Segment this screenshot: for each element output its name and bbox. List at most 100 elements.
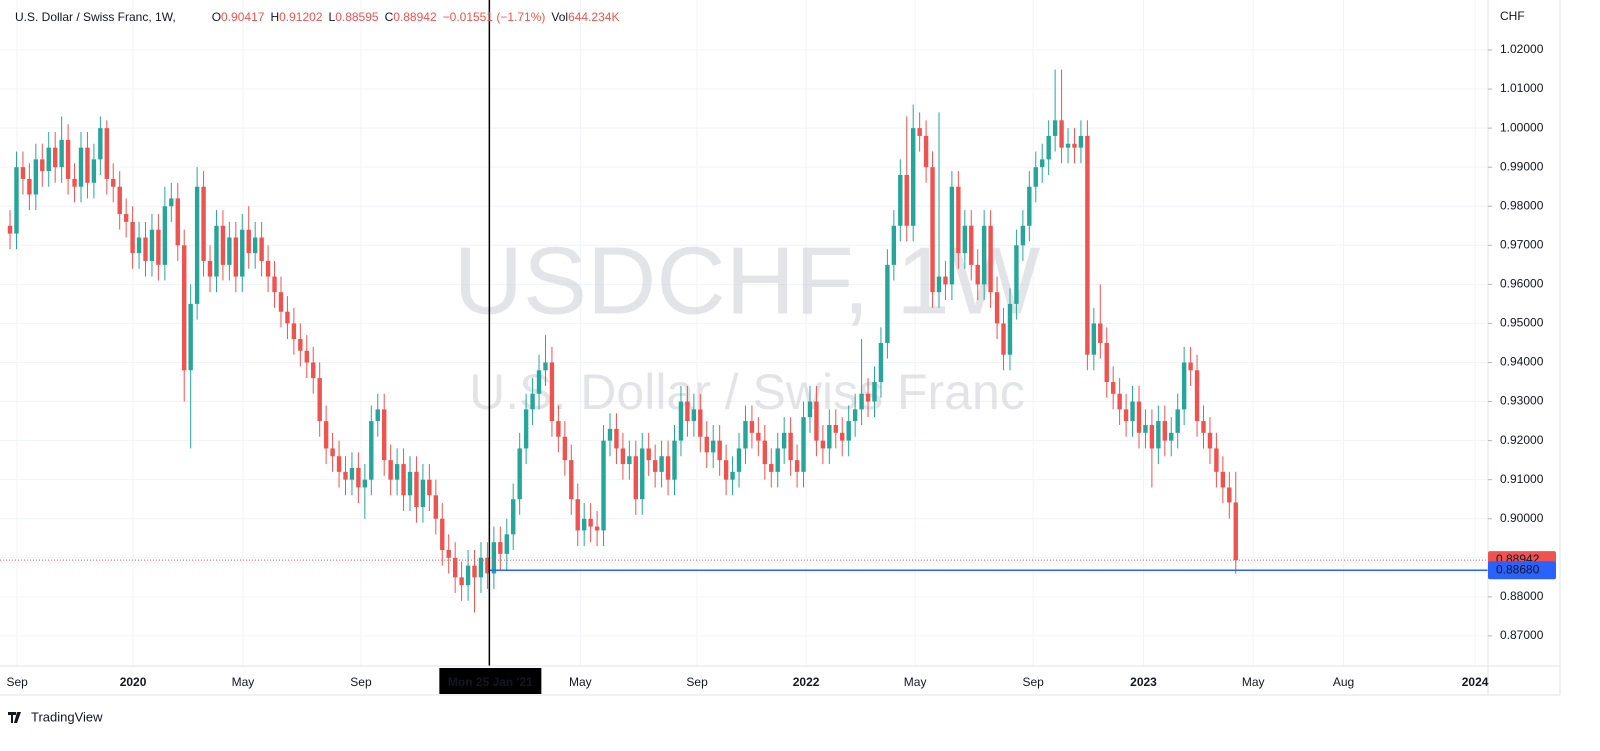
candle-body [743,421,748,449]
candle-body [304,350,309,363]
candle-body [1059,120,1064,148]
candle-body [581,518,587,531]
candle-body [85,147,90,183]
candle-body [504,534,509,554]
candle-body [1201,421,1206,433]
candle-body [440,518,445,550]
candle-body [420,479,426,508]
candle-body [1098,323,1103,343]
y-unit: CHF [1500,9,1525,23]
candle-body [698,409,703,437]
x-tick-label: May [232,675,255,689]
legend: U.S. Dollar / Swiss Franc, 1W, O0.90417 H0… [15,10,619,24]
candle-body [278,292,284,312]
candle-body [672,440,677,480]
candle-body [1117,393,1122,410]
crosshair-box [439,668,542,694]
brand-name: TradingView [31,709,103,724]
crosshair-label: Mon 25 Jan '21 [448,675,533,689]
candle-body [988,225,993,293]
y-tick-label: 0.94000 [1500,355,1544,369]
candle-body [401,464,406,496]
candle-body [536,370,542,394]
candle-body [704,436,709,453]
y-tick-label: 1.01000 [1500,81,1544,95]
legend-ohlc-label: C [385,10,394,24]
legend-ohlc-value: 0.91202 [279,10,323,24]
candle-body [427,479,432,496]
candle-body [356,467,361,488]
candle-body [891,225,897,265]
candle-body [769,464,774,472]
candle-body [194,186,200,304]
candle-body [1110,382,1116,394]
candle-body [820,440,826,449]
y-tick-label: 0.91000 [1500,472,1544,486]
candle-body [246,229,251,254]
candle-body [201,186,206,261]
candle-body [252,237,258,254]
candle-body [517,448,522,500]
candle-body [1227,487,1232,503]
candle-body [962,225,968,254]
legend-volume-label: Vol [551,10,568,24]
price-line-label: 0.88680 [1496,562,1540,576]
x-tick-label: 2022 [793,675,820,689]
candle-body [1072,143,1077,148]
candle-body [910,128,916,226]
candle-body [394,464,400,480]
candle-body [730,471,735,480]
candle-body [188,303,193,371]
candle-body [491,542,497,574]
candle-body [298,339,303,351]
y-tick-label: 0.98000 [1500,198,1544,212]
legend-change: −0.01551 (−1.71%) [443,10,546,24]
y-tick-label: 0.97000 [1500,237,1544,251]
candle-body [336,456,342,472]
candle-body [943,276,948,285]
candle-body [1162,421,1167,441]
candle-body [930,167,935,293]
candle-body [485,557,490,574]
candle-body [1214,448,1219,472]
candle-body [872,382,877,402]
candle-body [1169,432,1174,441]
candle-body [291,323,297,340]
candle-body [775,448,780,472]
candle-body [1040,159,1045,168]
candle-body [588,518,593,527]
candle-body [1181,362,1187,410]
candle-body [917,128,922,136]
candle-body [814,401,819,441]
candle-body [736,448,742,472]
candle-body [807,401,813,418]
candle-body [627,456,632,465]
candle-body [994,292,1000,324]
candle-body [511,499,516,535]
candle-body [556,421,561,437]
candle-body [827,424,832,449]
candle-body [317,378,322,422]
candle-body [969,225,974,265]
candle-body [498,542,503,554]
candle-body [130,221,135,254]
candle-body [975,264,980,285]
x-tick-label: Sep [686,675,708,689]
y-tick-label: 0.95000 [1500,316,1544,330]
candle-body [182,245,187,371]
candle-body [923,135,929,168]
candle-body [27,178,32,195]
candle-body [762,440,768,465]
candle-body [156,229,161,265]
candle-body [575,499,580,531]
candle-body [91,159,97,183]
candle-body [665,456,671,480]
candle-body [52,147,58,168]
candle-body [452,557,458,578]
candle-body [233,237,239,277]
y-tick-label: 1.02000 [1500,42,1544,56]
candle-body [414,471,419,508]
x-tick-label: Aug [1333,675,1354,689]
candle-body [1046,135,1051,160]
candle-body [98,128,103,160]
